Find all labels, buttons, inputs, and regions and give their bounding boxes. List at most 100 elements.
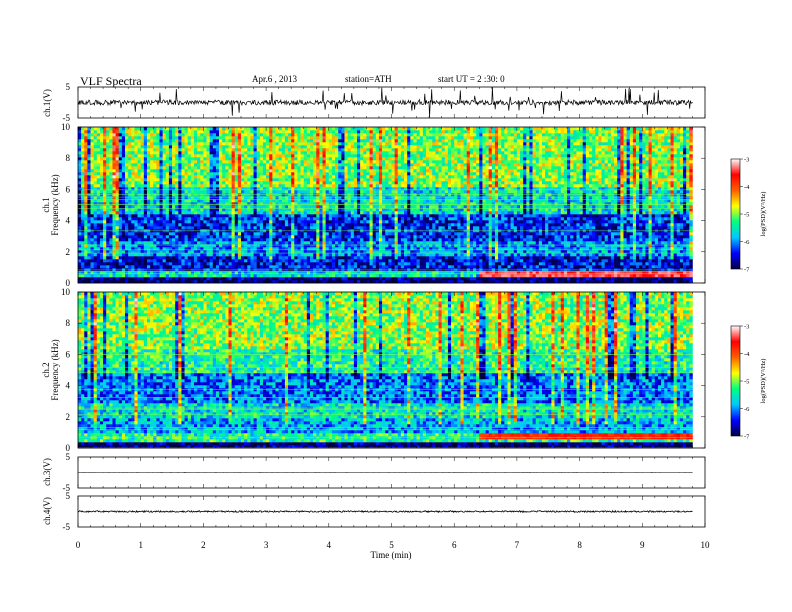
spectrogram-cell [294, 142, 298, 146]
spectrogram-cell [250, 166, 254, 170]
spectrogram-cell [150, 250, 154, 254]
spectrogram-cell [291, 247, 295, 251]
spectrogram-cell [253, 190, 257, 194]
spectrogram-cell [168, 256, 173, 260]
spectrogram-cell [103, 154, 107, 158]
spectrogram-cell [313, 274, 317, 278]
spectrogram-cell [156, 265, 160, 269]
spectrogram-cell [219, 238, 223, 242]
spectrogram-cell [134, 265, 138, 269]
spectrogram-cell [219, 208, 223, 212]
spectrogram-cell [278, 217, 283, 221]
spectrogram-cell [93, 127, 98, 131]
spectrogram-cell [341, 166, 345, 170]
spectrogram-cell [222, 169, 226, 173]
spectrogram-cell [206, 232, 210, 236]
spectrogram-cell [316, 148, 320, 152]
spectrogram-cell [325, 142, 330, 146]
spectrogram-cell [369, 160, 373, 164]
spectrogram-cell [125, 154, 129, 158]
spectrogram-cell [357, 244, 361, 248]
spectrogram-cell [134, 274, 138, 278]
spectrogram-cell [300, 148, 305, 152]
spectrogram-cell [99, 157, 104, 161]
spectrogram-cell [247, 256, 251, 260]
spectrogram-cell [338, 256, 342, 260]
spectrogram-cell [269, 160, 273, 164]
spectrogram-cell [125, 241, 129, 245]
spectrogram-cell [212, 226, 217, 230]
spectrogram-cell [344, 274, 348, 278]
spectrogram-cell [159, 145, 163, 149]
spectrogram-cell [341, 202, 345, 206]
spectrogram-cell [353, 160, 358, 164]
spectrogram-cell [231, 136, 236, 140]
spectrogram-cell [187, 145, 192, 149]
spectrogram-cell [259, 163, 264, 167]
spectrogram-cell [275, 280, 279, 284]
spectrogram-cell [341, 217, 345, 221]
spectrogram-cell [162, 223, 167, 227]
spectrogram-cell [278, 250, 283, 254]
spectrogram-cell [281, 253, 286, 257]
spectrogram-cell [203, 235, 207, 239]
spectrogram-cell [256, 154, 261, 158]
spectrogram-cell [247, 178, 251, 182]
spectrogram-cell [197, 127, 201, 131]
spectrogram-cell [103, 256, 107, 260]
spectrogram-cell [278, 226, 283, 230]
spectrogram-cell [297, 175, 301, 179]
spectrogram-cell [162, 160, 167, 164]
spectrogram-cell [106, 181, 110, 185]
spectrogram-cell [228, 241, 232, 245]
spectrogram-cell [331, 166, 336, 170]
spectrogram-cell [347, 154, 352, 158]
spectrogram-cell [225, 142, 229, 146]
spectrogram-cell [222, 157, 226, 161]
spectrogram-cell [313, 223, 317, 227]
spectrogram-cell [222, 280, 226, 284]
spectrogram-cell [78, 172, 82, 176]
spectrogram-cell [121, 199, 126, 203]
spectrogram-cell [121, 262, 126, 266]
spectrogram-cell [357, 145, 361, 149]
spectrogram-cell [200, 280, 204, 284]
spectrogram-cell [131, 166, 135, 170]
spectrogram-cell [90, 184, 94, 188]
spectrogram-cell [291, 127, 295, 131]
spectrogram-cell [187, 154, 192, 158]
spectrogram-cell [153, 211, 157, 215]
spectrogram-cell [341, 199, 345, 203]
spectrogram-cell [159, 256, 163, 260]
spectrogram-cell [137, 175, 141, 179]
spectrogram-cell [137, 208, 141, 212]
spectrogram-cell [369, 187, 373, 191]
spectrogram-cell [81, 256, 85, 260]
spectrogram-cell [215, 223, 220, 227]
spectrogram-cell [313, 154, 317, 158]
spectrogram-cell [112, 178, 116, 182]
spectrogram-cell [325, 259, 330, 263]
spectrogram-cell [331, 181, 336, 185]
spectrogram-cell [322, 187, 326, 191]
spectrogram-cell [90, 175, 94, 179]
spectrogram-cell [187, 280, 192, 284]
spectrogram-cell [266, 139, 270, 143]
spectrogram-cell [137, 160, 141, 164]
spectrogram-cell [366, 157, 370, 161]
spectrogram-cell [256, 238, 261, 242]
spectrogram-cell [215, 280, 220, 284]
spectrogram-cell [212, 256, 217, 260]
spectrogram-cell [228, 151, 232, 155]
spectrogram-cell [150, 256, 154, 260]
spectrogram-cell [112, 187, 116, 191]
spectrogram-cell [234, 223, 239, 227]
spectrogram-cell [84, 226, 88, 230]
spectrogram-cell [256, 265, 261, 269]
spectrogram-cell [87, 235, 91, 239]
spectrogram-cell [353, 262, 358, 266]
spectrogram-cell [244, 127, 248, 131]
spectrogram-cell [115, 223, 120, 227]
spectrogram-cell [112, 220, 116, 224]
spectrogram-cell [106, 208, 110, 212]
